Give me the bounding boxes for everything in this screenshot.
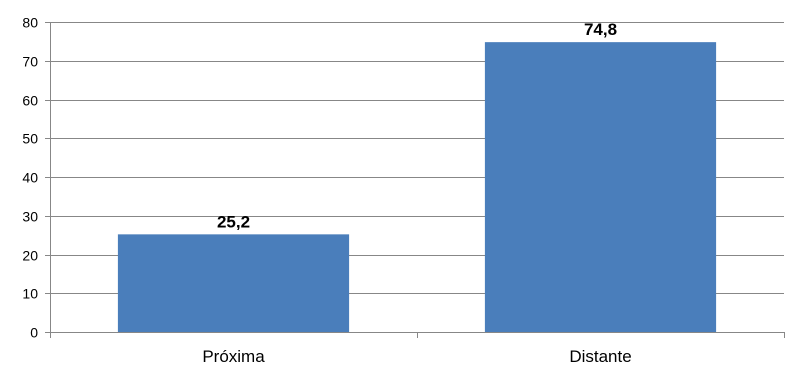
data-label: 74,8: [584, 20, 617, 39]
y-tick-label: 20: [22, 248, 38, 264]
y-tick-label: 50: [22, 131, 38, 147]
y-tick-label: 10: [22, 286, 38, 302]
bar-distante: [484, 42, 717, 333]
y-tick-label: 70: [22, 54, 38, 70]
y-tick-label: 0: [30, 325, 38, 341]
x-category-label: Distante: [569, 347, 631, 366]
axes: [45, 22, 785, 338]
bars: [117, 42, 717, 333]
y-tick-label: 40: [22, 170, 38, 186]
y-tick-label: 60: [22, 93, 38, 109]
y-tick-label: 30: [22, 209, 38, 225]
data-label: 25,2: [217, 212, 250, 231]
labels: 0 10 20 30 40 50 60 70 80 25,2 Próxima 74,8 Distante: [22, 15, 631, 367]
y-tick-label: 80: [22, 15, 38, 31]
x-category-label: Próxima: [202, 347, 265, 366]
bar-próxima: [117, 234, 350, 332]
